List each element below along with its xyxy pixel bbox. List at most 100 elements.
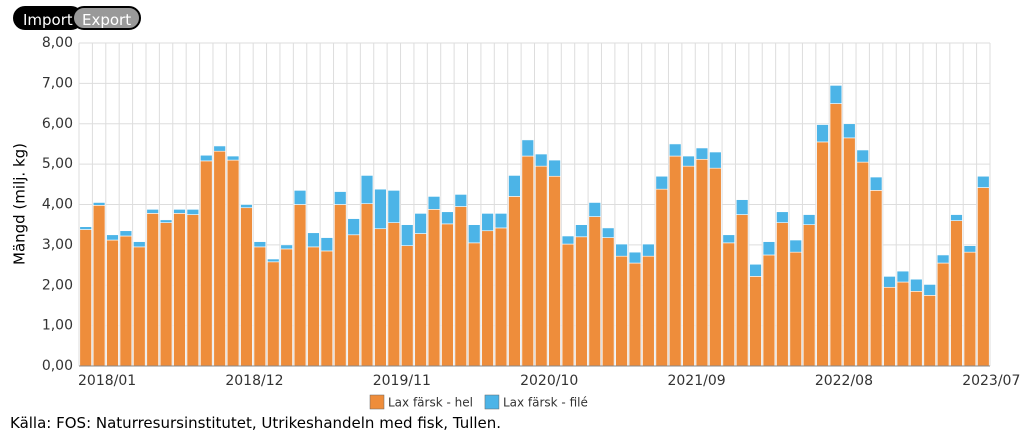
bar-segment xyxy=(963,251,977,367)
bar-segment xyxy=(119,235,133,367)
bar-segment xyxy=(387,222,401,367)
bar-segment xyxy=(307,246,320,367)
bar-segment xyxy=(387,190,401,223)
bar-segment xyxy=(146,209,159,214)
bar-segment xyxy=(521,139,534,157)
bar-segment xyxy=(869,190,883,367)
bar-segment xyxy=(668,155,682,367)
bar-segment xyxy=(977,175,990,188)
bar-segment xyxy=(92,202,106,206)
y-tick-label: 2,00 xyxy=(42,277,73,293)
bar-segment xyxy=(401,224,414,246)
bar-segment xyxy=(615,255,628,367)
bar-segment xyxy=(856,149,869,163)
legend-swatch xyxy=(484,394,500,410)
bar-segment xyxy=(253,241,267,248)
legend-swatch xyxy=(369,394,385,410)
bar-segment xyxy=(923,295,936,367)
bar-segment xyxy=(226,159,240,367)
legend: Lax färsk - hel Lax färsk - filé xyxy=(369,394,588,410)
bar-segment xyxy=(79,226,92,230)
x-tick-label: 2018/01 xyxy=(78,373,136,389)
bar-segment xyxy=(401,245,414,367)
bar-segment xyxy=(561,235,575,245)
bar-segment xyxy=(146,213,159,367)
bar-segment xyxy=(535,165,548,367)
bar-segment xyxy=(159,222,173,367)
y-tick-label: 6,00 xyxy=(42,116,73,132)
y-tick-label: 5,00 xyxy=(42,156,73,172)
bar-segment xyxy=(883,286,896,367)
bar-segment xyxy=(173,209,186,214)
bar-segment xyxy=(682,155,695,167)
y-axis-label: Mängd (milj. kg) xyxy=(11,143,29,265)
bar-segment xyxy=(722,234,735,244)
x-tick-label: 2021/09 xyxy=(667,373,725,389)
import-button[interactable]: Import xyxy=(13,6,83,30)
x-tick-label: 2023/07 xyxy=(962,373,1020,389)
bar-segment xyxy=(159,219,173,223)
bar-segment xyxy=(923,284,936,296)
bar-segment xyxy=(186,209,200,215)
bar-segment xyxy=(709,151,722,169)
bar-segment xyxy=(963,245,977,253)
bar-segment xyxy=(869,176,883,191)
bar-segment xyxy=(226,155,240,161)
bar-segment xyxy=(441,223,454,367)
bar-segment xyxy=(762,254,776,367)
bar-segment xyxy=(548,159,561,177)
bar-segment xyxy=(588,202,601,217)
export-button[interactable]: Export xyxy=(72,6,142,30)
bar-segment xyxy=(762,241,776,256)
bar-segment xyxy=(133,246,146,367)
bar-segment xyxy=(454,194,468,207)
bar-segment xyxy=(802,214,816,225)
bar-segment xyxy=(642,255,655,367)
bar-segment xyxy=(588,216,601,367)
bar-segment xyxy=(977,187,990,367)
bar-segment xyxy=(200,154,213,162)
bar-segment xyxy=(936,262,950,367)
bar-segment xyxy=(280,248,293,367)
bar-segment xyxy=(293,190,307,205)
bar-segment xyxy=(360,203,374,367)
bar-segment xyxy=(816,141,829,367)
bar-segment xyxy=(360,175,374,204)
bar-segment xyxy=(334,191,347,205)
bar-segment xyxy=(414,233,427,367)
bar-segment xyxy=(789,251,802,367)
bar-segment xyxy=(200,160,213,367)
bar-segment xyxy=(829,103,843,367)
bar-segment xyxy=(320,250,334,367)
bar-segment xyxy=(642,243,655,257)
bar-segment xyxy=(709,167,722,367)
bar-segment xyxy=(454,206,468,367)
bar-segment xyxy=(213,150,226,367)
bar-segment xyxy=(896,281,910,367)
legend-label: Lax färsk - hel xyxy=(388,396,473,410)
bar-segment xyxy=(414,213,427,234)
y-tick-label: 4,00 xyxy=(42,197,73,213)
y-tick-label: 0,00 xyxy=(42,358,73,374)
bar-segment xyxy=(816,124,829,143)
bar-segment xyxy=(749,276,762,367)
bar-segment xyxy=(561,243,575,367)
bar-segment xyxy=(92,205,106,367)
bar-segment xyxy=(481,230,494,367)
bar-segment xyxy=(280,244,293,250)
bar-segment xyxy=(494,213,508,229)
bar-segment xyxy=(374,228,387,367)
bar-segment xyxy=(789,239,802,253)
bar-segment xyxy=(628,262,642,367)
bar-segment xyxy=(481,213,494,232)
bar-segment xyxy=(695,158,709,367)
bar-segment xyxy=(293,204,307,367)
bar-segment xyxy=(575,236,588,367)
bar-segment xyxy=(320,237,334,252)
x-tick-label: 2019/11 xyxy=(373,373,431,389)
bar-segment xyxy=(468,242,481,367)
bar-segment xyxy=(106,234,119,241)
bar-segment xyxy=(427,209,441,367)
bar-segment xyxy=(856,161,869,367)
